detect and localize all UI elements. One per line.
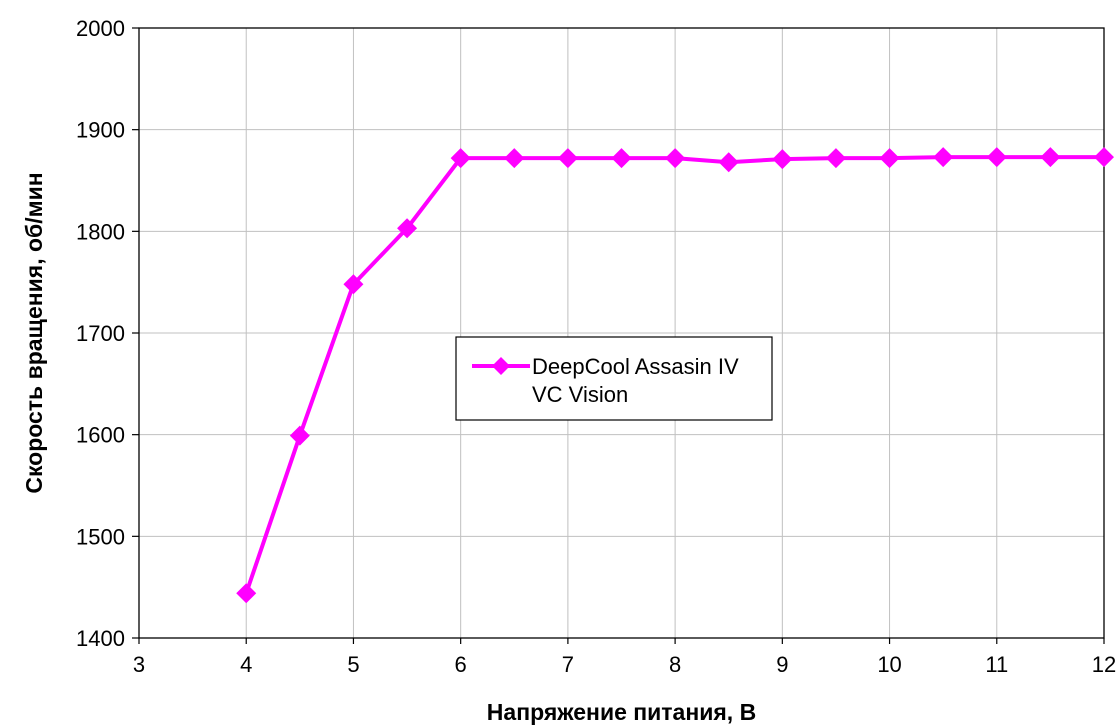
x-tick-label: 8 — [669, 652, 681, 677]
series-layer — [236, 147, 1114, 604]
data-point-marker — [1040, 147, 1061, 168]
legend-label-line-1: DeepCool Assasin IV — [532, 354, 739, 379]
data-point-marker — [825, 148, 846, 169]
y-axis-title: Скорость вращения, об/мин — [21, 172, 47, 493]
y-tick-label: 1400 — [76, 626, 125, 651]
data-point-marker — [236, 583, 257, 604]
x-tick-label: 7 — [562, 652, 574, 677]
data-point-marker — [289, 425, 310, 446]
data-point-marker — [450, 148, 471, 169]
legend-box — [455, 336, 773, 421]
y-tick-label: 1500 — [76, 524, 125, 549]
y-tick-label: 1900 — [76, 118, 125, 143]
x-tick-label: 5 — [347, 652, 359, 677]
data-point-marker — [665, 148, 686, 169]
x-tick-label: 4 — [240, 652, 252, 677]
y-tick-label: 1700 — [76, 321, 125, 346]
data-point-marker — [986, 147, 1007, 168]
x-tick-label: 9 — [776, 652, 788, 677]
legend: DeepCool Assasin IV VC Vision — [455, 336, 773, 421]
data-point-marker — [933, 147, 954, 168]
y-tick-label: 2000 — [76, 16, 125, 41]
data-point-marker — [718, 152, 739, 173]
gridlines — [139, 28, 1104, 638]
data-point-marker — [611, 148, 632, 169]
x-tick-label: 3 — [133, 652, 145, 677]
x-tick-label: 6 — [455, 652, 467, 677]
legend-label-line-2: VC Vision — [532, 382, 628, 407]
y-tick-label: 1600 — [76, 423, 125, 448]
x-axis-title: Напряжение питания, В — [487, 699, 756, 725]
data-point-marker — [1094, 147, 1114, 168]
data-point-marker — [504, 148, 525, 169]
data-point-marker — [557, 148, 578, 169]
data-point-marker — [772, 149, 793, 170]
axis-ticks: 3 4 5 6 7 8 9 10 11 12 1400 1500 1600 1700 1800 1900 200… — [76, 16, 1116, 677]
y-tick-label: 1800 — [76, 219, 125, 244]
x-tick-label: 11 — [985, 652, 1008, 677]
legend-diamond-marker — [492, 357, 510, 375]
data-point-marker — [879, 148, 900, 169]
x-tick-label: 10 — [877, 652, 901, 677]
data-point-marker — [343, 274, 364, 295]
data-point-marker — [397, 218, 418, 239]
x-tick-label: 12 — [1092, 652, 1116, 677]
